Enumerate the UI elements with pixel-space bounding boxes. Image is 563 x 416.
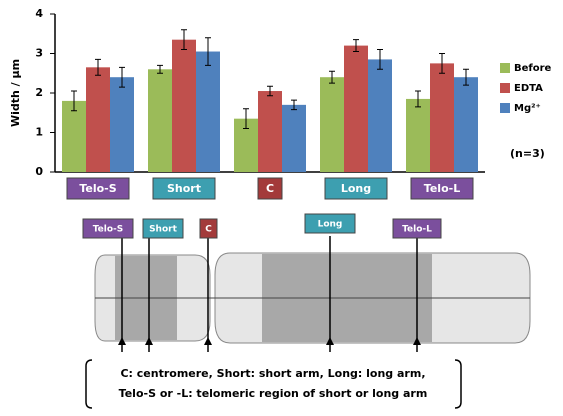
y-tick-label: 3 [35, 47, 43, 60]
y-tick-label: 0 [35, 165, 43, 178]
legend-label: Before [514, 63, 552, 74]
bar [110, 77, 134, 172]
bar [196, 52, 220, 172]
bar [62, 101, 86, 172]
annotation: (n=3) [510, 147, 545, 160]
y-tick-label: 2 [35, 86, 43, 99]
bar [258, 91, 282, 172]
diagram-label: Telo-S [93, 225, 124, 235]
bar [320, 77, 344, 172]
x-tick-label: Telo-L [424, 182, 460, 195]
bar [282, 105, 306, 172]
diagram-label: Telo-L [402, 225, 432, 235]
legend-swatch [500, 103, 510, 113]
bar [344, 46, 368, 172]
x-tick-label: Short [167, 182, 201, 195]
legend-label: EDTA [514, 83, 543, 94]
y-tick-label: 4 [35, 7, 43, 20]
bar [172, 40, 196, 172]
diagram-label: C [205, 225, 212, 235]
legend-label: Mg²⁺ [514, 103, 541, 114]
caption-line: C: centromere, Short: short arm, Long: l… [120, 367, 425, 380]
y-tick-label: 1 [35, 126, 43, 139]
bar [368, 59, 392, 172]
bar [454, 77, 478, 172]
figure: Width / μm (n=3) C: centromere, Short: s… [0, 0, 563, 416]
bar [148, 69, 172, 172]
y-axis-label: Width / μm [9, 59, 22, 127]
diagram-label: Long [318, 220, 343, 230]
legend-swatch [500, 83, 510, 93]
diagram-label: Short [149, 225, 178, 235]
x-tick-label: Telo-S [79, 182, 116, 195]
bar [406, 99, 430, 172]
bar [86, 67, 110, 172]
legend-swatch [500, 63, 510, 73]
chromosome [95, 236, 530, 352]
x-tick-label: Long [341, 182, 371, 195]
bar [430, 63, 454, 172]
x-tick-label: C [266, 182, 274, 195]
caption-line: Telo-S or -L: telomeric region of short … [119, 387, 428, 400]
